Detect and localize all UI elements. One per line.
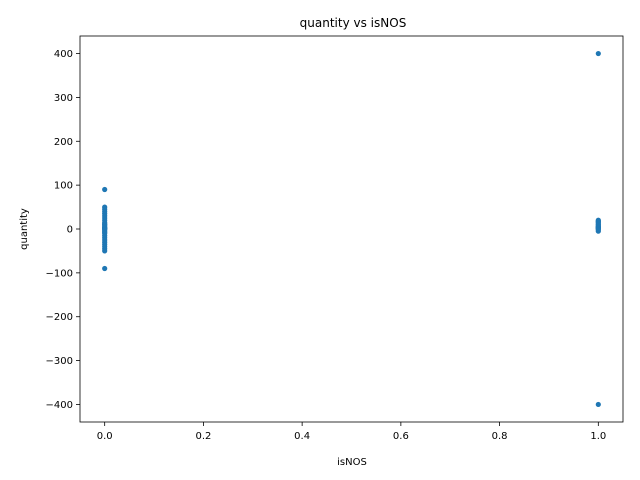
x-tick-label: 0.2 — [195, 431, 211, 442]
data-points — [102, 50, 601, 408]
plot-frame — [79, 35, 624, 423]
x-tick-label: 0.4 — [294, 431, 310, 442]
y-tick-label: 300 — [54, 93, 73, 104]
y-tick-label: −100 — [46, 268, 73, 279]
y-axis-ticks: 400 300 200 100 0 −100 −200 −300 −400 — [46, 49, 80, 411]
x-axis-ticks: 0.0 0.2 0.4 0.6 0.8 1.0 — [97, 422, 606, 442]
data-point — [102, 265, 108, 272]
y-tick-label: 200 — [54, 137, 73, 148]
x-axis-label: isNOS — [337, 457, 367, 468]
x-tick-label: 0.6 — [393, 431, 409, 442]
data-point — [102, 248, 108, 254]
x-tick-label: 1.0 — [590, 431, 606, 442]
y-axis-label: quantity — [19, 208, 30, 250]
y-tick-label: −200 — [46, 312, 73, 323]
y-tick-label: 0 — [67, 225, 73, 236]
data-point — [595, 50, 601, 57]
y-tick-label: 400 — [54, 49, 73, 60]
y-tick-label: −400 — [46, 400, 73, 411]
data-point — [595, 228, 601, 234]
y-tick-label: −300 — [46, 356, 73, 367]
x-tick-label: 0.0 — [97, 431, 113, 442]
x-tick-label: 0.8 — [492, 431, 508, 442]
data-point — [102, 186, 108, 193]
data-point — [595, 401, 601, 408]
y-tick-label: 100 — [54, 181, 73, 192]
chart-title: quantity vs isNOS — [300, 16, 407, 30]
